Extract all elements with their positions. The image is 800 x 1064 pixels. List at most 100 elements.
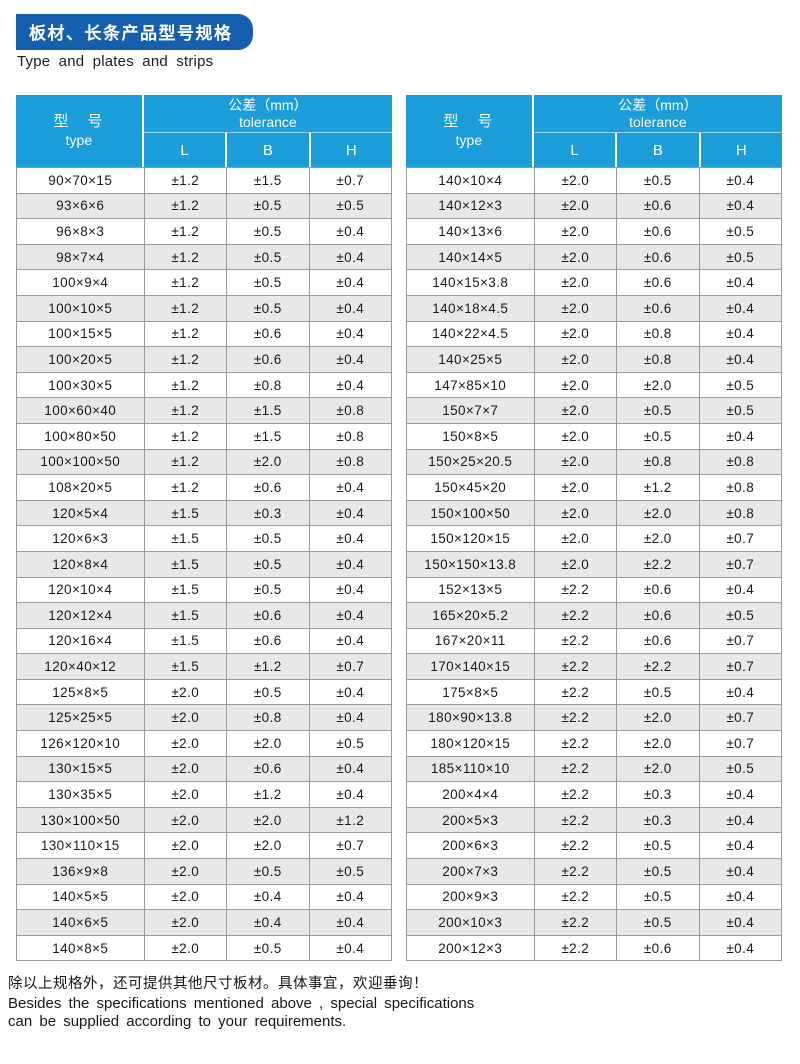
table-row: 120×10×4 ±1.5 ±0.5 ±0.4 bbox=[16, 576, 392, 604]
model-cell: 126×120×10 bbox=[16, 730, 145, 757]
tolerance-cell: ±0.4 bbox=[698, 858, 782, 885]
tolerance-cell: ±1.2 bbox=[143, 422, 227, 450]
tolerance-cell: ±0.5 bbox=[226, 525, 310, 552]
model-cell: 100×20×5 bbox=[16, 346, 145, 373]
tolerance-cell: ±0.7 bbox=[308, 832, 392, 860]
column-header-l: L bbox=[570, 141, 579, 159]
tolerance-cell: ±0.4 bbox=[698, 909, 782, 936]
tolerance-cell: ±1.2 bbox=[143, 474, 227, 501]
spec-table-right: 型 号 type 公差（mm） tolerance L B H bbox=[406, 95, 782, 962]
table-body: 140×10×4 ±2.0 ±0.5 ±0.4 140×12×3 ±2.0 ±0.6 ±0.4… bbox=[406, 167, 782, 962]
model-cell: 120×8×4 bbox=[16, 550, 145, 578]
tolerance-cell: ±2.2 bbox=[616, 653, 700, 680]
table-row: 150×150×13.8 ±2.0 ±2.2 ±0.7 bbox=[406, 550, 782, 578]
tolerance-cell: ±0.5 bbox=[698, 397, 782, 424]
tolerance-cell: ±0.5 bbox=[616, 422, 700, 450]
table-row: 152×13×5 ±2.2 ±0.6 ±0.4 bbox=[406, 576, 782, 604]
table-row: 185×110×10 ±2.2 ±2.0 ±0.5 bbox=[406, 755, 782, 783]
tolerance-cell: ±2.0 bbox=[533, 550, 617, 578]
tolerance-cell: ±0.4 bbox=[308, 883, 392, 911]
table-row: 120×12×4 ±1.5 ±0.6 ±0.4 bbox=[16, 602, 392, 629]
tolerance-cell: ±0.6 bbox=[226, 346, 310, 373]
tolerance-cell: ±0.5 bbox=[698, 602, 782, 629]
tolerance-cell: ±1.5 bbox=[143, 499, 227, 527]
tolerance-cell: ±2.0 bbox=[533, 397, 617, 424]
tolerance-cell: ±0.5 bbox=[616, 883, 700, 911]
table-row: 96×8×3 ±1.2 ±0.5 ±0.4 bbox=[16, 218, 392, 245]
model-cell: 152×13×5 bbox=[406, 576, 535, 604]
tolerance-cell: ±0.4 bbox=[698, 883, 782, 911]
model-cell: 140×8×5 bbox=[16, 934, 145, 962]
table-row: 125×25×5 ±2.0 ±0.8 ±0.4 bbox=[16, 704, 392, 732]
tolerance-cell: ±0.4 bbox=[698, 781, 782, 808]
model-cell: 100×30×5 bbox=[16, 371, 145, 399]
model-cell: 108×20×5 bbox=[16, 474, 145, 501]
type-header-en: type bbox=[65, 131, 93, 148]
tolerance-cell: ±2.0 bbox=[616, 499, 700, 527]
tolerance-cell: ±0.5 bbox=[226, 576, 310, 604]
table-row: 170×140×15 ±2.2 ±2.2 ±0.7 bbox=[406, 653, 782, 680]
model-cell: 130×35×5 bbox=[16, 781, 145, 808]
tolerance-cell: ±0.5 bbox=[226, 192, 310, 220]
tolerance-cell: ±0.4 bbox=[308, 269, 392, 296]
tolerance-cell: ±1.5 bbox=[143, 653, 227, 680]
table-row: 100×10×5 ±1.2 ±0.5 ±0.4 bbox=[16, 294, 392, 322]
tolerance-cell: ±2.0 bbox=[226, 730, 310, 757]
table-row: 140×5×5 ±2.0 ±0.4 ±0.4 bbox=[16, 883, 392, 911]
tolerance-cell: ±0.8 bbox=[308, 448, 392, 476]
tolerance-cell: ±0.8 bbox=[226, 371, 310, 399]
tolerance-cell: ±0.4 bbox=[698, 320, 782, 348]
model-cell: 136×9×8 bbox=[16, 858, 145, 885]
tolerance-cell: ±1.2 bbox=[143, 448, 227, 476]
type-column-header: 型 号 type bbox=[406, 95, 534, 167]
tolerance-cell: ±2.2 bbox=[533, 602, 617, 629]
tolerance-cell: ±2.2 bbox=[533, 627, 617, 655]
tolerance-cell: ±1.5 bbox=[143, 550, 227, 578]
table-row: 100×60×40 ±1.2 ±1.5 ±0.8 bbox=[16, 397, 392, 424]
tolerance-cell: ±2.0 bbox=[616, 755, 700, 783]
column-header-h: H bbox=[308, 133, 392, 167]
column-header-b: B bbox=[225, 133, 308, 167]
tolerance-cell: ±2.0 bbox=[143, 704, 227, 732]
tolerance-cell: ±1.2 bbox=[143, 320, 227, 348]
model-cell: 120×12×4 bbox=[16, 602, 145, 629]
tolerance-cell: ±1.2 bbox=[226, 653, 310, 680]
tolerance-cell: ±2.0 bbox=[226, 832, 310, 860]
tolerance-cell: ±0.4 bbox=[308, 602, 392, 629]
tolerance-cell: ±2.2 bbox=[533, 858, 617, 885]
tolerance-cell: ±0.4 bbox=[308, 499, 392, 527]
tolerance-cell: ±2.0 bbox=[533, 192, 617, 220]
tolerance-cell: ±2.0 bbox=[533, 474, 617, 501]
tolerance-header-group: 公差（mm） tolerance L B H bbox=[533, 95, 782, 167]
table-row: 120×6×3 ±1.5 ±0.5 ±0.4 bbox=[16, 525, 392, 552]
table-row: 140×12×3 ±2.0 ±0.6 ±0.4 bbox=[406, 192, 782, 220]
tolerance-cell: ±0.4 bbox=[308, 294, 392, 322]
table-row: 140×8×5 ±2.0 ±0.5 ±0.4 bbox=[16, 934, 392, 962]
tolerance-cell: ±0.7 bbox=[308, 653, 392, 680]
model-cell: 150×45×20 bbox=[406, 474, 535, 501]
tolerance-cell: ±2.0 bbox=[533, 167, 617, 194]
tolerance-cell: ±0.5 bbox=[698, 243, 782, 271]
tolerance-cell: ±0.4 bbox=[698, 167, 782, 194]
model-cell: 125×8×5 bbox=[16, 678, 145, 706]
tolerance-cell: ±2.0 bbox=[616, 371, 700, 399]
tolerance-cell: ±0.5 bbox=[226, 294, 310, 322]
tolerance-cell: ±0.6 bbox=[616, 218, 700, 245]
model-cell: 130×15×5 bbox=[16, 755, 145, 783]
table-row: 100×9×4 ±1.2 ±0.5 ±0.4 bbox=[16, 269, 392, 296]
tolerance-cell: ±0.4 bbox=[698, 806, 782, 834]
tolerance-cell: ±2.0 bbox=[533, 269, 617, 296]
tolerance-cell: ±0.5 bbox=[308, 730, 392, 757]
model-cell: 100×60×40 bbox=[16, 397, 145, 424]
tolerance-cell: ±2.0 bbox=[533, 346, 617, 373]
model-cell: 140×5×5 bbox=[16, 883, 145, 911]
tolerance-cell: ±0.6 bbox=[226, 627, 310, 655]
tolerance-cell: ±2.0 bbox=[143, 934, 227, 962]
model-cell: 140×12×3 bbox=[406, 192, 535, 220]
tolerance-cell: ±0.6 bbox=[616, 627, 700, 655]
model-cell: 175×8×5 bbox=[406, 678, 535, 706]
table-row: 200×10×3 ±2.2 ±0.5 ±0.4 bbox=[406, 909, 782, 936]
tolerance-header-en: tolerance bbox=[239, 113, 297, 130]
model-cell: 147×85×10 bbox=[406, 371, 535, 399]
tolerance-cell: ±0.4 bbox=[308, 525, 392, 552]
